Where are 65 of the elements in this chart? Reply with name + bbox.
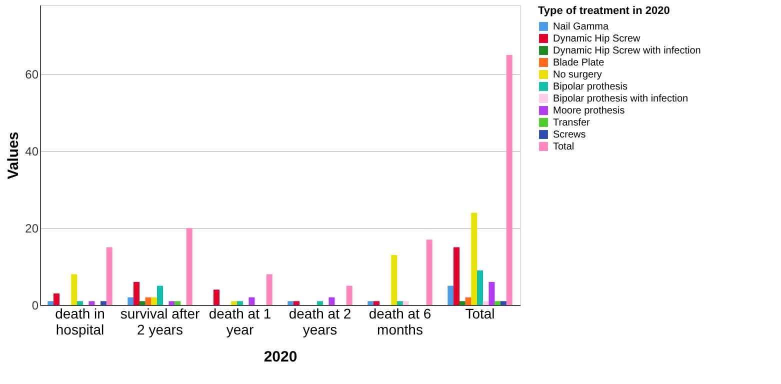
- legend-label: Blade Plate: [553, 58, 605, 68]
- bar: [128, 297, 134, 305]
- bar: [459, 301, 466, 305]
- bar: [266, 274, 272, 305]
- bar: [214, 290, 220, 305]
- y-axis-title: Values: [5, 132, 22, 180]
- bar: [151, 297, 158, 305]
- legend-label: Total: [553, 142, 574, 152]
- bar: [454, 247, 460, 305]
- bar: [426, 240, 432, 305]
- bar: [134, 282, 140, 305]
- bar: [71, 274, 78, 305]
- bar: [494, 301, 501, 305]
- legend-label: Bipolar prothesis with infection: [553, 94, 688, 104]
- bar: [346, 286, 352, 305]
- bar: [402, 301, 409, 305]
- y-tick-label: 40: [25, 144, 39, 159]
- bar: [391, 255, 398, 305]
- x-tick-label: death at 1 year: [208, 306, 272, 338]
- x-tick-label: Total: [465, 306, 495, 322]
- bar: [506, 55, 512, 305]
- y-tick-label: 0: [32, 298, 39, 312]
- bar: [77, 301, 83, 305]
- bar: [88, 301, 95, 305]
- bar: [448, 286, 454, 305]
- bar: [317, 301, 323, 305]
- x-axis-title: 2020: [264, 348, 298, 366]
- bar: [231, 301, 238, 305]
- x-tick-label: death at 2 years: [288, 306, 352, 338]
- legend-label: Nail Gamma: [553, 22, 610, 32]
- bar: [471, 212, 478, 305]
- bar: [500, 301, 506, 305]
- bar: [186, 228, 192, 305]
- legend-label: Moore prothesis: [553, 106, 625, 116]
- bar: [157, 286, 163, 305]
- legend-label: Transfer: [553, 118, 591, 128]
- legend-label: No surgery: [553, 70, 602, 80]
- bar: [294, 301, 300, 305]
- bar: [488, 282, 495, 305]
- bar: [54, 293, 60, 305]
- legend-label: Dynamic Hip Screw: [553, 34, 642, 44]
- y-tick-label: 60: [25, 68, 39, 82]
- bar: [374, 301, 380, 305]
- bar: [482, 301, 489, 305]
- bar: [48, 301, 54, 305]
- bar: [168, 301, 175, 305]
- y-tick-label: 20: [25, 222, 39, 236]
- x-tick-label: death at 6 months: [368, 306, 432, 338]
- legend-title: Type of treatment in 2020: [538, 5, 670, 17]
- legend-label: Dynamic Hip Screw with infection: [553, 46, 701, 56]
- bar: [174, 301, 181, 305]
- bar: [139, 301, 146, 305]
- bar: [477, 270, 483, 305]
- bar: [106, 247, 112, 305]
- bar: [397, 301, 403, 305]
- bar: [368, 301, 374, 305]
- bar: [288, 301, 294, 305]
- bar: [248, 297, 255, 305]
- legend-label: Screws: [553, 130, 586, 140]
- legend-label: Bipolar prothesis: [553, 82, 628, 92]
- bar: [100, 301, 106, 305]
- x-tick-label: survival after 2 years: [120, 306, 200, 338]
- bar: [328, 297, 335, 305]
- bar: [237, 301, 243, 305]
- x-tick-label: death in hospital: [55, 306, 105, 338]
